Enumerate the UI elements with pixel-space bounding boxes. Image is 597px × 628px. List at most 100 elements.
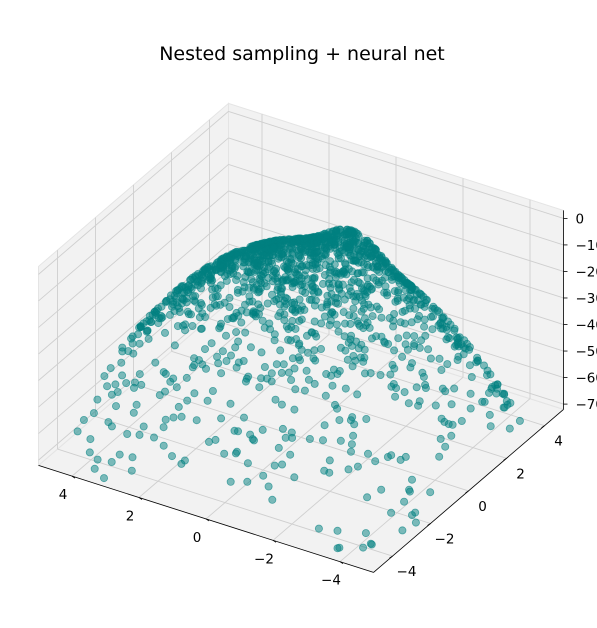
data-point [467, 372, 476, 381]
data-point [213, 292, 222, 301]
data-point [135, 339, 144, 348]
data-point [318, 254, 327, 263]
data-point [93, 395, 102, 404]
data-point [183, 307, 192, 316]
data-point [414, 401, 423, 410]
data-point [483, 366, 492, 375]
data-point [243, 459, 252, 468]
data-point [405, 487, 414, 496]
data-point [457, 416, 466, 425]
data-point [424, 345, 433, 354]
data-point [128, 339, 137, 348]
grid-line [228, 110, 564, 219]
data-point [450, 384, 459, 393]
data-point [333, 526, 342, 535]
data-point [389, 322, 398, 331]
data-point [288, 433, 297, 442]
z-tick-label: −700 [576, 397, 597, 413]
data-point [238, 287, 247, 296]
data-point [159, 423, 168, 432]
data-point [428, 304, 437, 313]
data-point [387, 382, 396, 391]
data-point [254, 288, 263, 297]
data-point [177, 412, 186, 421]
data-point [73, 427, 82, 436]
data-point [450, 324, 459, 333]
data-point [377, 485, 386, 494]
data-point [438, 313, 447, 322]
data-point [499, 403, 508, 412]
data-point [310, 379, 319, 388]
data-point [274, 254, 283, 263]
data-point [396, 455, 405, 464]
data-point [287, 375, 296, 384]
data-point [89, 409, 98, 418]
data-point [232, 328, 241, 337]
data-point [255, 383, 264, 392]
data-point [135, 430, 144, 439]
data-point [434, 321, 443, 330]
data-point [320, 312, 329, 321]
data-point [149, 433, 158, 442]
data-point [260, 362, 269, 371]
data-point [107, 457, 116, 466]
data-point [270, 336, 279, 345]
data-point [300, 386, 309, 395]
data-point [225, 293, 234, 302]
data-point [111, 380, 120, 389]
data-point [239, 356, 248, 365]
data-point [86, 435, 95, 444]
data-point [290, 473, 299, 482]
data-point [142, 327, 151, 336]
data-point [182, 373, 191, 382]
data-point [359, 543, 368, 552]
data-point [242, 308, 251, 317]
data-point [183, 396, 192, 405]
data-point [386, 370, 395, 379]
axis-lines [38, 210, 568, 573]
y-tick [389, 555, 393, 559]
data-point [190, 389, 199, 398]
grid-line [38, 137, 229, 302]
data-point [291, 308, 300, 317]
data-point [106, 364, 115, 373]
data-point [137, 380, 146, 389]
data-point [400, 281, 409, 290]
data-point [320, 421, 329, 430]
data-point [201, 312, 210, 321]
data-point [349, 431, 358, 440]
data-point [417, 336, 426, 345]
data-point [190, 280, 199, 289]
data-point [220, 449, 229, 458]
data-point [302, 331, 311, 340]
grid-line [38, 111, 229, 275]
data-point [157, 302, 166, 311]
data-point [377, 313, 386, 322]
data-point [274, 443, 283, 452]
grid-line [38, 217, 229, 381]
grid-line [38, 190, 229, 355]
data-point [363, 449, 372, 458]
x-tick-label: 2 [126, 509, 135, 525]
data-point [192, 416, 201, 425]
data-point [133, 330, 142, 339]
data-point [450, 342, 459, 351]
data-point [314, 288, 323, 297]
data-point [239, 413, 248, 422]
data-point [146, 317, 155, 326]
data-point [169, 413, 178, 422]
data-point [345, 243, 354, 252]
data-point [333, 404, 342, 413]
data-point [240, 300, 249, 309]
grid-line [38, 296, 229, 461]
grid-line [228, 190, 564, 299]
data-point [277, 368, 286, 377]
z-tick-label: −200 [576, 264, 597, 280]
data-point [312, 332, 321, 341]
data-point [243, 477, 252, 486]
data-point [325, 320, 334, 329]
data-point [258, 425, 267, 434]
data-point [407, 511, 416, 520]
data-point [262, 282, 271, 291]
